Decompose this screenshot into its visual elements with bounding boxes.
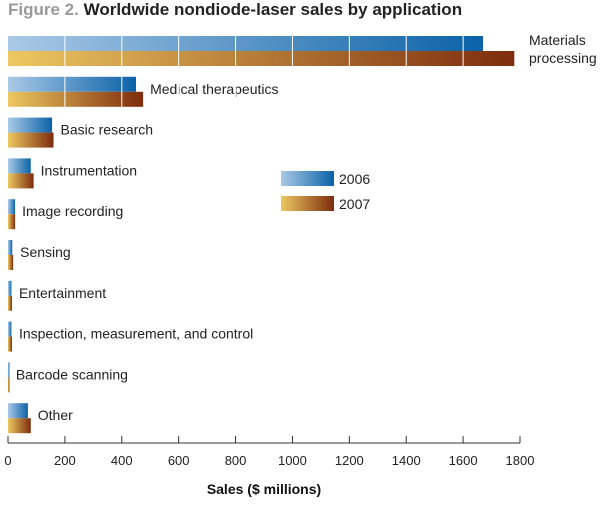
bar-2006 <box>8 403 28 419</box>
x-tick-label: 600 <box>168 453 190 468</box>
bar-2006 <box>8 280 12 296</box>
bar-2006 <box>8 76 136 92</box>
x-tick-label: 0 <box>4 453 11 468</box>
x-tick-label: 400 <box>111 453 133 468</box>
bar-2007 <box>8 295 12 311</box>
x-tick-label: 1400 <box>392 453 421 468</box>
x-tick-label: 1600 <box>449 453 478 468</box>
x-tick-label: 1000 <box>278 453 307 468</box>
bar-2007 <box>8 91 144 107</box>
category-label: Basic research <box>61 122 154 138</box>
bar-2007 <box>8 51 515 66</box>
category-label: Inspection, measurement, and control <box>19 326 253 342</box>
category-label: Other <box>38 407 73 423</box>
bar-2006 <box>8 36 484 51</box>
category-label: Materials processing <box>529 32 597 66</box>
x-axis-label: Sales ($ millions) <box>207 481 321 497</box>
legend-swatch-2006 <box>281 171 334 186</box>
legend-swatch-2007 <box>281 196 334 211</box>
category-label: Barcode scanning <box>16 366 128 382</box>
legend-label: 2006 <box>339 171 370 187</box>
category-label: Instrumentation <box>41 162 138 178</box>
figure-label: Figure 2. <box>8 0 79 19</box>
bar-2006 <box>8 158 31 174</box>
bar-2007 <box>8 173 34 189</box>
x-tick-label: 1200 <box>335 453 364 468</box>
bar-2006 <box>8 362 10 378</box>
bar-2007 <box>8 377 10 393</box>
category-label: Image recording <box>22 203 123 219</box>
bar-2006 <box>8 240 13 255</box>
bar-2007 <box>8 418 31 434</box>
bar-2007 <box>8 255 14 270</box>
legend-label: 2007 <box>339 196 370 212</box>
bar-2006 <box>8 117 53 133</box>
category-label: Entertainment <box>19 285 106 301</box>
bar-2007 <box>8 336 12 352</box>
x-tick-label: 800 <box>225 453 247 468</box>
category-label: Medical therapeutics <box>150 81 278 97</box>
x-tick-label: 1800 <box>506 453 535 468</box>
bar-2006 <box>8 321 12 337</box>
bar-2007 <box>8 132 54 148</box>
figure-title-text: Worldwide nondiode-laser sales by applic… <box>83 0 463 19</box>
bar-2007 <box>8 214 16 230</box>
category-label: Sensing <box>20 244 71 260</box>
figure-title: Figure 2. Worldwide nondiode-laser sales… <box>8 0 462 20</box>
bar-2006 <box>8 199 16 215</box>
x-tick-label: 200 <box>54 453 76 468</box>
